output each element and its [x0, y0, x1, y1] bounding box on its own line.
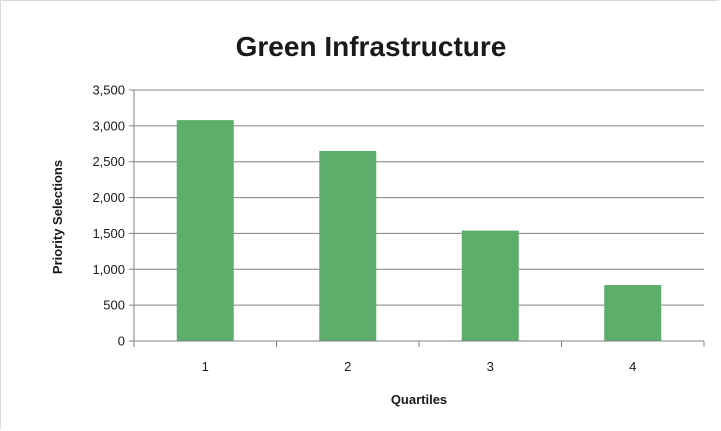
- y-tick-label: 1,500: [92, 226, 125, 241]
- y-tick-label: 500: [103, 298, 125, 313]
- bars: [176, 120, 662, 342]
- y-tick-labels: 0 500 1,000 1,500 2,000 2,500 3,000 3,500: [92, 83, 125, 349]
- x-tick-label: 4: [629, 359, 636, 374]
- y-tick-label: 3,000: [92, 118, 125, 133]
- axes: [129, 89, 705, 347]
- y-tick-label: 3,500: [92, 83, 125, 98]
- bar: [461, 230, 519, 341]
- bar: [319, 150, 377, 341]
- x-tick-label: 1: [202, 359, 209, 374]
- y-tick-label: 0: [118, 334, 125, 349]
- y-tick-label: 1,000: [92, 262, 125, 277]
- bar: [604, 285, 662, 341]
- x-tick-label: 2: [344, 359, 351, 374]
- x-tick-labels: 1 2 3 4: [202, 359, 637, 374]
- x-tick-label: 3: [487, 359, 494, 374]
- y-tick-label: 2,000: [92, 190, 125, 205]
- chart-title: Green Infrastructure: [236, 31, 507, 62]
- x-axis-label: Quartiles: [391, 392, 447, 407]
- y-tick-label: 2,500: [92, 154, 125, 169]
- bar: [176, 120, 234, 342]
- y-axis-label: Priority Selections: [50, 160, 65, 274]
